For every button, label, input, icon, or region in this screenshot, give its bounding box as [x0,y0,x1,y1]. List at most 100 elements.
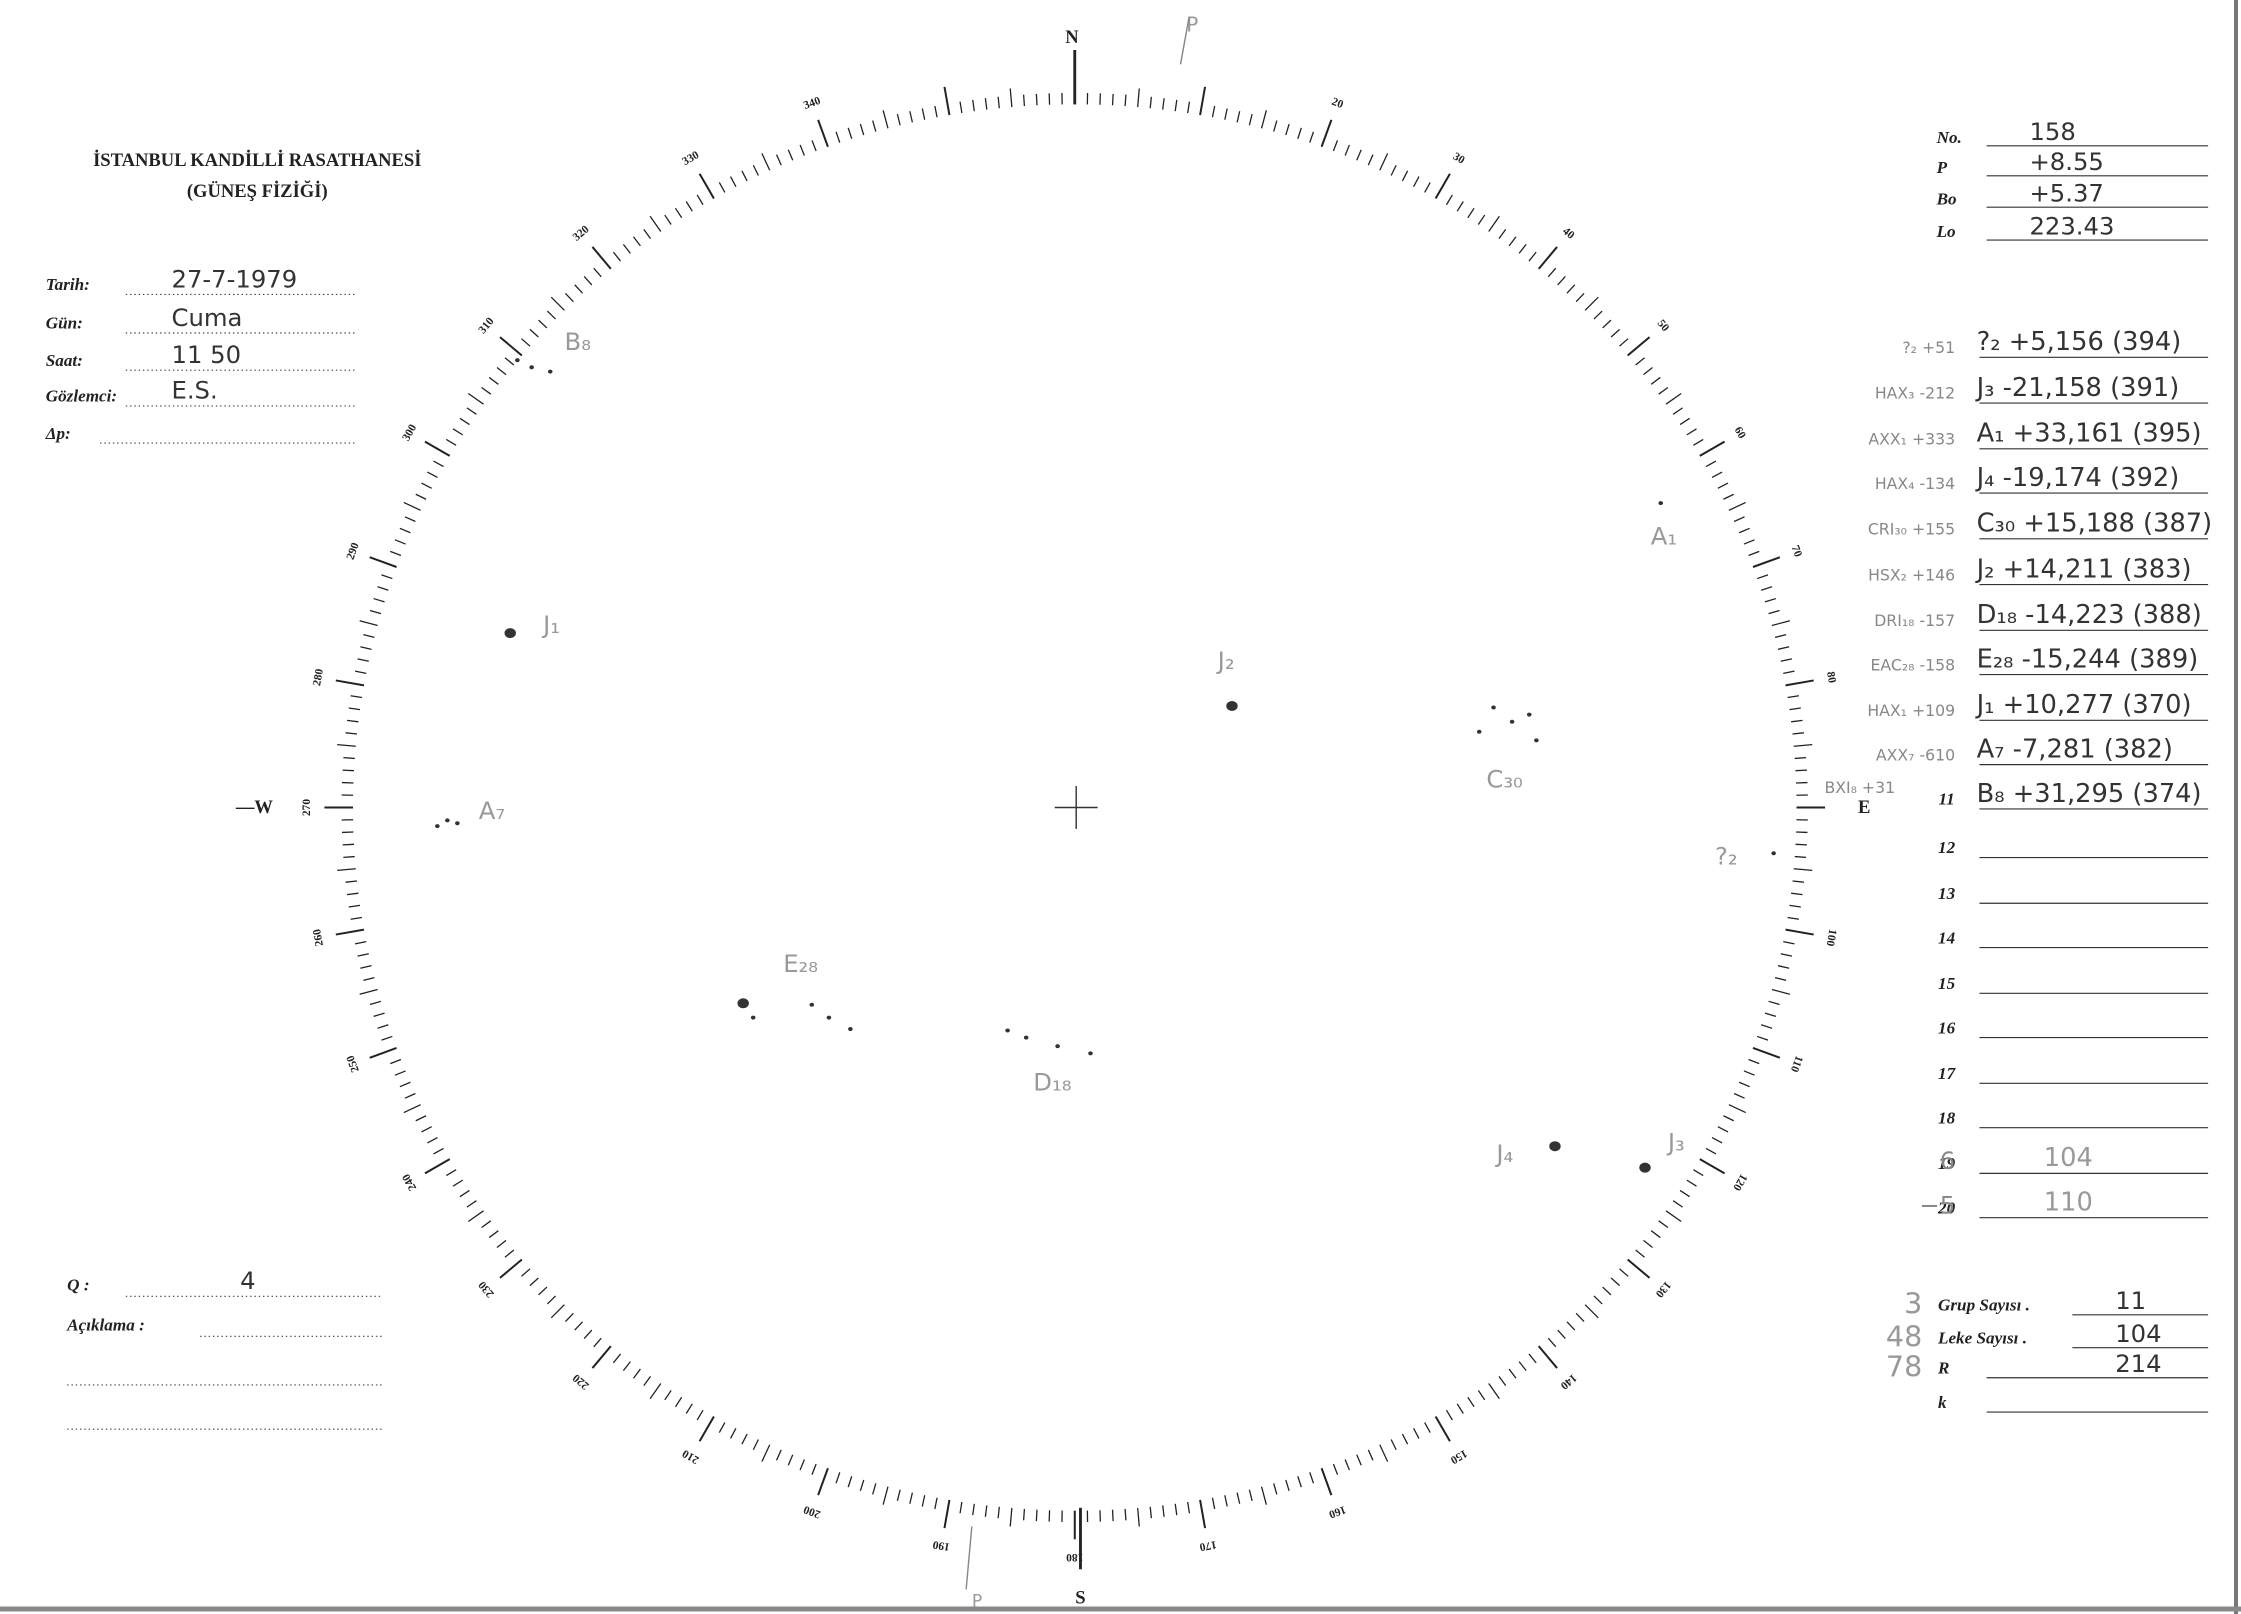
dial-tick [1783,941,1795,945]
dial-tick [1537,246,1558,270]
sunspot [1658,501,1664,506]
row-entry: 110 [2044,1188,2093,1218]
dial-tick [529,328,539,338]
dial-tick [348,904,361,908]
dial-tick [1693,1169,1704,1177]
dial-tick [1174,99,1178,112]
dial-tick [1367,154,1374,166]
dial-tick [337,743,356,747]
dial-tick [775,1449,782,1461]
dial-tick [622,243,631,254]
pole-mark: P [972,1591,982,1611]
dial-tick [1743,1070,1755,1076]
dial-tick [520,338,531,347]
dial-tick [622,1361,631,1372]
dial-tick [1379,1444,1389,1462]
dial-tick [1733,516,1745,523]
dial-tick [1498,228,1507,240]
dial-tick [1717,1126,1729,1133]
dial-tick [1584,296,1599,311]
dial-tick [488,1230,499,1239]
summary-label: Grup Sayısı . [1938,1296,2030,1315]
dial-label: 180 [1066,1551,1083,1563]
cardinal-w: —W [235,797,274,818]
dial-tick [1199,1499,1207,1529]
dial-tick [799,1459,805,1471]
dial-tick [1584,1304,1599,1319]
dial-tick [390,550,402,557]
dial-tick [643,1375,652,1386]
dial-tick [337,868,356,872]
dial-tick [1789,707,1801,711]
field-value: Cuma [172,303,243,332]
dial-tick [427,471,438,478]
dial-tick [1658,386,1669,395]
dial-tick [1009,88,1013,108]
dial-tick [1528,1353,1537,1364]
dial-tick [1528,251,1537,262]
row-note: AXX₁ +333 [1868,429,1955,448]
sunspot [1055,1044,1060,1049]
param-value: 158 [2029,117,2075,146]
dial-tick [1508,236,1517,247]
dial-tick [1356,149,1362,161]
dial-tick [1635,357,1645,366]
dial-tick [847,127,853,139]
dial-tick [1309,131,1315,143]
dial-tick [1379,153,1389,171]
dial-label: 290 [345,541,362,561]
dial-tick [835,1472,841,1484]
dial-tick [872,120,877,132]
dial-tick [1248,1489,1253,1502]
dial-tick [1199,86,1207,116]
dial-tick [1557,276,1566,286]
dial-tick [1610,1277,1621,1287]
dial-tick [1174,1503,1178,1516]
dial-tick [1467,1396,1475,1408]
dial-tick [664,214,672,225]
dial-tick [550,1304,565,1319]
dial-tick [1756,1035,1769,1041]
dial-tick [729,176,737,187]
dial-tick [1789,904,1801,908]
dial-tick [1162,1505,1165,1517]
dial-tick [1224,1495,1228,1507]
dial-tick [896,1489,901,1502]
dial-tick [377,1024,389,1029]
dial-tick [787,149,794,161]
dial-tick [1783,670,1795,674]
param-value: +8.55 [2029,147,2103,176]
dial-tick [445,438,457,446]
dial-tick [427,1137,438,1144]
cardinal-e: E [1858,797,1870,818]
dial-tick [1619,1268,1629,1277]
dial-tick [1650,376,1661,385]
dial-label: 110 [1788,1054,1805,1074]
dial-tick [1793,868,1813,872]
dial-tick [342,843,355,846]
dial-tick [583,1329,593,1339]
dial-tick [1764,1012,1777,1018]
dial-tick [1273,1483,1278,1495]
dial-tick [984,98,988,110]
sunspot [504,628,516,639]
group-label: A₁ [1651,522,1677,551]
dial-tick [1711,471,1723,478]
dial-tick [1320,1467,1333,1496]
dial-tick [1413,176,1420,187]
dial-tick [390,1058,402,1065]
field-label: Tarih: [46,275,90,294]
dial-tick [1760,1024,1773,1029]
row-entry: J₄ -19,174 (392) [1975,463,2180,493]
dial-tick [1795,843,1807,846]
dial-label: 30 [1451,151,1467,167]
dial-tick [424,440,451,457]
dial-tick [959,101,963,114]
dial-tick [1771,620,1791,627]
dial-tick [1187,1501,1191,1514]
summary-label: R [1937,1358,1949,1377]
dial-tick [1224,108,1228,120]
dial-tick [564,1312,574,1322]
dial-tick [403,1104,421,1114]
dial-tick [1332,140,1339,152]
